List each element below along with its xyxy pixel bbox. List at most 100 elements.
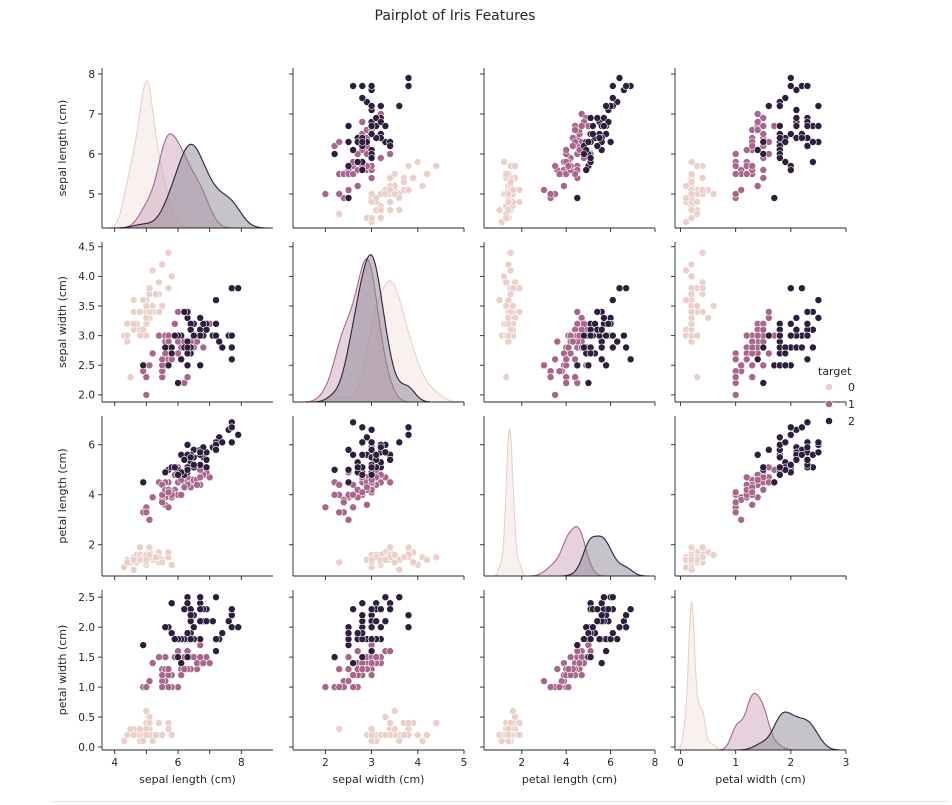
scatter-point-series-1 — [349, 503, 357, 512]
scatter-point-series-0 — [148, 737, 157, 745]
scatter-point-series-0 — [386, 543, 394, 552]
scatter-point-series-2 — [764, 102, 773, 110]
scatter-point-series-1 — [573, 308, 582, 316]
scatter-point-series-1 — [174, 308, 182, 316]
scatter-point-series-2 — [814, 448, 823, 457]
scatter-point-series-0 — [335, 558, 344, 567]
x-tick-label: 2 — [322, 757, 329, 769]
scatter-point-series-2 — [404, 611, 413, 620]
scatter-point-series-2 — [161, 468, 170, 477]
kde-fill-series-2 — [560, 536, 649, 576]
scatter-point-series-2 — [753, 355, 762, 364]
y-tick-label: 4.0 — [78, 271, 95, 283]
scatter-point-series-1 — [367, 659, 376, 667]
scatter-point-series-0 — [423, 170, 431, 178]
scatter-point-series-1 — [555, 170, 564, 178]
scatter-point-series-2 — [344, 162, 353, 170]
y-tick-label: 6 — [88, 440, 95, 452]
scatter-point-series-0 — [502, 278, 511, 287]
scatter-point-series-2 — [349, 605, 357, 614]
scatter-point-series-2 — [358, 138, 367, 146]
y-axis-label-sepal-width: sepal width (cm) — [56, 276, 69, 368]
scatter-point-series-2 — [186, 611, 195, 620]
scatter-point-series-2 — [814, 314, 823, 322]
scatter-point-series-0 — [167, 272, 176, 281]
scatter-point-series-0 — [687, 170, 696, 178]
scatter-point-series-2 — [608, 331, 617, 340]
scatter-point-series-2 — [183, 653, 192, 661]
scatter-point-series-0 — [687, 260, 696, 269]
scatter-point-series-0 — [423, 731, 431, 739]
kde-fill-series-2 — [114, 144, 267, 228]
scatter-point-series-2 — [803, 142, 812, 150]
scatter-point-series-0 — [142, 707, 151, 715]
legend-marker-0 — [825, 383, 833, 391]
scatter-point-series-1 — [339, 498, 348, 507]
scatter-point-series-2 — [372, 450, 381, 459]
scatter-point-series-2 — [597, 611, 606, 620]
scatter-point-series-0 — [167, 731, 176, 739]
scatter-point-series-2 — [386, 455, 394, 464]
panel-petal-width-vs-petal-width: 0 1 2 3 — [671, 590, 849, 769]
scatter-point-series-2 — [404, 82, 413, 90]
x-axis-label-sepal-length: sepal length (cm) — [139, 773, 236, 786]
scatter-point-series-2 — [190, 623, 198, 632]
scatter-point-series-1 — [759, 485, 768, 494]
scatter-point-series-1 — [742, 355, 751, 364]
scatter-point-series-2 — [139, 641, 147, 649]
scatter-point-series-0 — [129, 555, 138, 564]
scatter-point-series-2 — [803, 443, 812, 452]
scatter-point-series-2 — [349, 146, 357, 154]
scatter-point-series-2 — [215, 337, 223, 346]
scatter-point-series-1 — [759, 114, 768, 122]
scatter-point-series-2 — [775, 463, 784, 472]
scatter-point-series-0 — [409, 174, 418, 182]
scatter-point-series-1 — [353, 182, 362, 190]
legend-title: target — [818, 365, 852, 378]
scatter-point-series-2 — [367, 82, 376, 90]
scatter-point-series-2 — [228, 423, 236, 432]
scatter-point-series-1 — [759, 122, 768, 130]
scatter-point-series-0 — [400, 178, 408, 186]
scatter-point-series-1 — [344, 653, 353, 661]
scatter-point-series-2 — [786, 460, 795, 469]
scatter-point-series-0 — [390, 170, 399, 178]
scatter-point-series-2 — [202, 325, 211, 334]
scatter-point-series-2 — [597, 325, 606, 334]
scatter-point-series-0 — [687, 543, 696, 552]
scatter-point-series-1 — [386, 647, 394, 655]
scatter-point-series-0 — [687, 214, 696, 222]
y-tick-label: 4 — [88, 490, 95, 502]
scatter-point-series-2 — [615, 284, 624, 293]
scatter-point-series-0 — [432, 162, 441, 170]
scatter-point-series-2 — [358, 450, 367, 459]
scatter-point-series-2 — [586, 331, 595, 340]
scatter-point-series-1 — [546, 373, 555, 381]
scatter-point-series-1 — [155, 331, 163, 340]
scatter-point-series-2 — [775, 154, 784, 162]
scatter-point-series-1 — [335, 683, 344, 691]
x-tick-label: 5 — [461, 757, 468, 769]
scatter-point-series-1 — [568, 337, 577, 346]
scatter-point-series-1 — [753, 475, 762, 484]
scatter-point-series-2 — [593, 114, 602, 122]
scatter-point-series-0 — [142, 302, 151, 310]
scatter-point-series-2 — [228, 623, 236, 632]
scatter-point-series-2 — [608, 593, 617, 602]
y-tick-label: 0.5 — [78, 712, 95, 724]
scatter-point-series-1 — [148, 493, 157, 502]
scatter-point-series-1 — [335, 665, 344, 673]
scatter-point-series-1 — [180, 483, 189, 492]
scatter-point-series-2 — [212, 331, 220, 340]
scatter-point-series-2 — [792, 325, 801, 334]
scatter-point-series-2 — [228, 355, 236, 364]
scatter-point-series-0 — [139, 325, 147, 334]
scatter-point-series-2 — [228, 605, 236, 614]
scatter-point-series-2 — [330, 150, 339, 158]
scatter-point-series-1 — [564, 683, 573, 691]
scatter-point-series-1 — [321, 683, 330, 691]
scatter-point-series-2 — [608, 343, 617, 352]
scatter-point-series-0 — [139, 737, 147, 745]
scatter-point-series-1 — [553, 337, 562, 346]
scatter-point-series-0 — [367, 725, 376, 733]
